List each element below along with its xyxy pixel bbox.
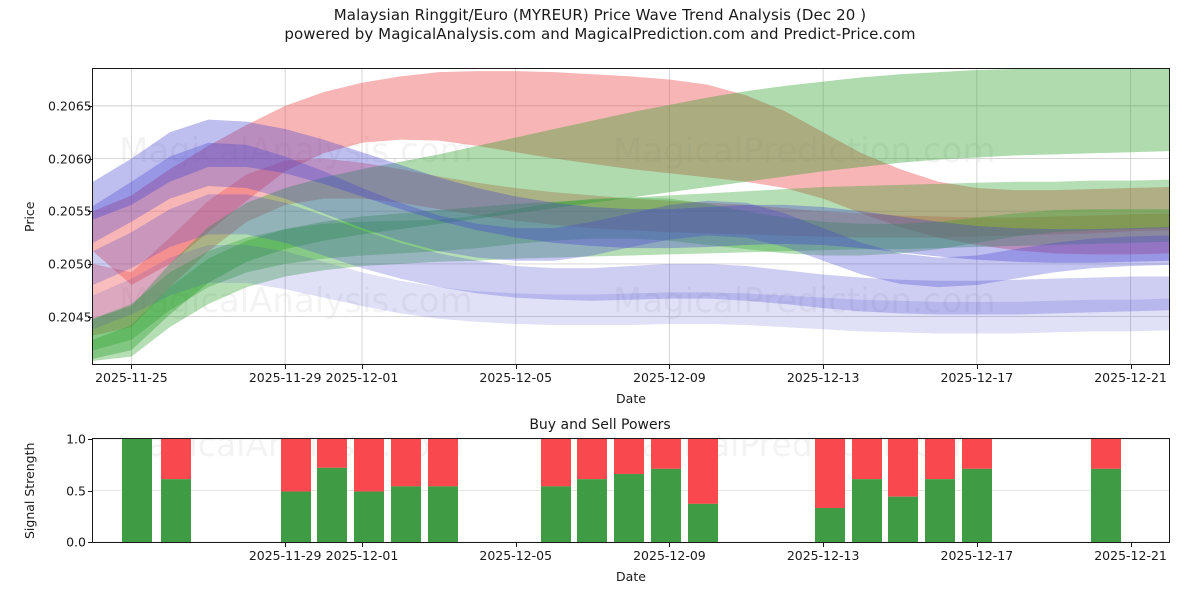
price-y-tick-label: 0.2060 xyxy=(48,151,92,167)
price-y-tick-mark xyxy=(88,158,92,160)
power-x-tick-mark xyxy=(823,543,825,547)
power-y-tick-mark xyxy=(88,490,92,492)
power-x-tick-mark xyxy=(976,543,978,547)
price-x-tick-mark xyxy=(976,365,978,369)
power-y-tick-label: 0.5 xyxy=(66,483,86,498)
power-y-tick-mark xyxy=(88,439,92,440)
power-x-tick-mark xyxy=(515,543,517,547)
power-x-axis-label: Date xyxy=(616,569,646,584)
power-x-tick-mark xyxy=(285,543,287,547)
price-x-tick-mark xyxy=(285,365,287,369)
price-chart-plot-area: MagicalAnalysis.com MagicalPrediction.co… xyxy=(92,68,1170,365)
price-x-tick-label: 2025-12-13 xyxy=(786,370,860,385)
price-x-tick-mark xyxy=(515,365,517,369)
power-bars-layer xyxy=(93,439,1169,542)
power-x-tick-label: 2025-11-29 xyxy=(248,548,322,563)
price-x-tick-label: 2025-11-25 xyxy=(95,370,168,385)
power-y-axis-label: Signal Strength xyxy=(22,442,37,539)
power-x-tick-label: 2025-12-05 xyxy=(479,548,553,563)
power-y-tick-mark xyxy=(88,542,92,543)
price-x-tick-label: 2025-12-01 xyxy=(325,370,399,385)
price-x-axis-label: Date xyxy=(616,391,646,406)
price-bands-layer xyxy=(93,69,1169,364)
price-x-tick-label: 2025-12-17 xyxy=(940,370,1014,385)
price-x-tick-label: 2025-12-09 xyxy=(633,370,706,385)
power-x-tick-label: 2025-12-17 xyxy=(940,548,1014,563)
power-x-tick-mark xyxy=(669,543,671,547)
price-y-axis-label: Price xyxy=(22,201,37,233)
price-y-tick-label: 0.2055 xyxy=(48,203,92,219)
power-y-tick-label: 0.0 xyxy=(66,534,86,550)
power-x-tick-mark xyxy=(1130,543,1132,547)
power-x-tick-label: 2025-12-09 xyxy=(633,548,706,563)
price-y-tick-label: 0.2050 xyxy=(48,256,92,272)
chart-title-block: Malaysian Ringgit/Euro (MYREUR) Price Wa… xyxy=(0,6,1200,44)
price-y-tick-label: 0.2045 xyxy=(48,309,92,325)
price-x-tick-mark xyxy=(362,365,363,369)
price-x-tick-mark xyxy=(669,365,671,369)
page-title: Malaysian Ringgit/Euro (MYREUR) Price Wa… xyxy=(333,6,867,24)
price-grid-layer xyxy=(93,69,1169,364)
power-chart-plot-area: MagicalAnalysis.com MagicalPrediction.co… xyxy=(92,438,1170,543)
price-y-tick-label: 0.2065 xyxy=(48,98,92,114)
price-x-tick-mark xyxy=(823,365,825,369)
price-x-tick-mark xyxy=(1130,365,1132,369)
price-y-tick-mark xyxy=(88,263,92,265)
power-x-tick-label: 2025-12-01 xyxy=(325,548,399,563)
page-subtitle: powered by MagicalAnalysis.com and Magic… xyxy=(284,25,916,43)
power-y-tick-label: 1.0 xyxy=(66,431,86,447)
price-y-tick-mark xyxy=(88,211,92,213)
price-x-tick-label: 2025-12-05 xyxy=(479,370,553,385)
power-x-tick-mark xyxy=(362,543,363,547)
price-x-tick-mark xyxy=(131,365,133,369)
price-y-tick-mark xyxy=(88,105,92,107)
price-x-tick-label: 2025-12-21 xyxy=(1094,370,1167,385)
price-x-tick-label: 2025-11-29 xyxy=(248,370,322,385)
price-y-tick-mark xyxy=(88,316,92,318)
power-chart-title: Buy and Sell Powers xyxy=(529,417,671,433)
power-x-tick-label: 2025-12-21 xyxy=(1094,548,1167,563)
power-x-tick-label: 2025-12-13 xyxy=(786,548,860,563)
